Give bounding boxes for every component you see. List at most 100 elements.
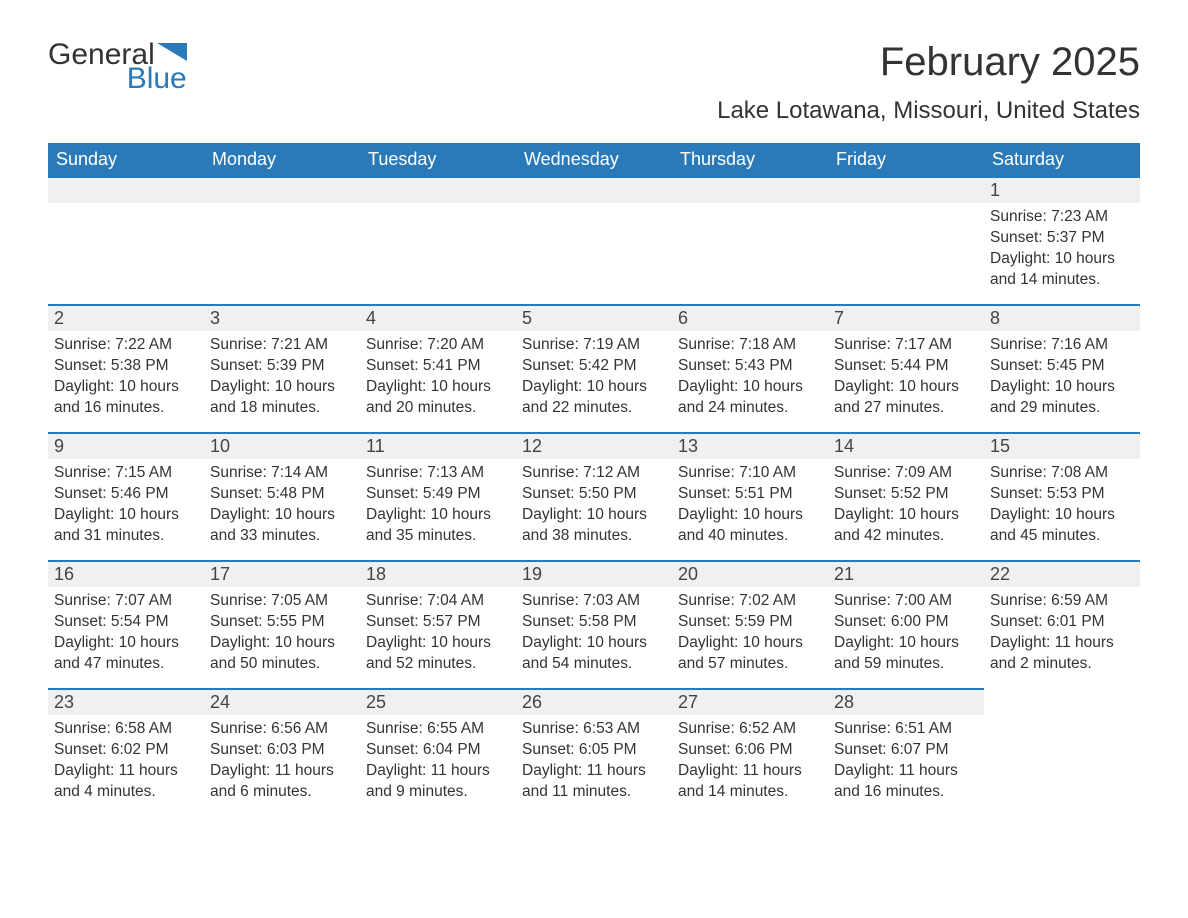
day-body: Sunrise: 7:16 AMSunset: 5:45 PMDaylight:… [984, 331, 1140, 427]
sunrise-text: Sunrise: 7:20 AM [366, 335, 510, 356]
daylight-text: Daylight: 11 hours and 11 minutes. [522, 761, 666, 803]
day-body: Sunrise: 7:02 AMSunset: 5:59 PMDaylight:… [672, 587, 828, 683]
day-number: 11 [360, 432, 516, 459]
calendar-cell: 5Sunrise: 7:19 AMSunset: 5:42 PMDaylight… [516, 304, 672, 432]
calendar-cell: 16Sunrise: 7:07 AMSunset: 5:54 PMDayligh… [48, 560, 204, 688]
daylight-text: Daylight: 10 hours and 31 minutes. [54, 505, 198, 547]
sunrise-text: Sunrise: 7:19 AM [522, 335, 666, 356]
daylight-text: Daylight: 10 hours and 14 minutes. [990, 249, 1134, 291]
daylight-text: Daylight: 10 hours and 33 minutes. [210, 505, 354, 547]
daylight-text: Daylight: 11 hours and 2 minutes. [990, 633, 1134, 675]
calendar-cell: 21Sunrise: 7:00 AMSunset: 6:00 PMDayligh… [828, 560, 984, 688]
sunrise-text: Sunrise: 6:53 AM [522, 719, 666, 740]
day-number: 13 [672, 432, 828, 459]
daylight-text: Daylight: 10 hours and 16 minutes. [54, 377, 198, 419]
sunset-text: Sunset: 5:45 PM [990, 356, 1134, 377]
sunrise-text: Sunrise: 7:08 AM [990, 463, 1134, 484]
day-number [828, 176, 984, 203]
day-body: Sunrise: 7:22 AMSunset: 5:38 PMDaylight:… [48, 331, 204, 427]
sunrise-text: Sunrise: 7:21 AM [210, 335, 354, 356]
daylight-text: Daylight: 10 hours and 52 minutes. [366, 633, 510, 675]
sunrise-text: Sunrise: 7:00 AM [834, 591, 978, 612]
sunrise-text: Sunrise: 7:03 AM [522, 591, 666, 612]
day-body [516, 203, 672, 215]
day-body: Sunrise: 7:14 AMSunset: 5:48 PMDaylight:… [204, 459, 360, 555]
sunrise-text: Sunrise: 7:22 AM [54, 335, 198, 356]
sunset-text: Sunset: 5:50 PM [522, 484, 666, 505]
daylight-text: Daylight: 10 hours and 35 minutes. [366, 505, 510, 547]
day-body: Sunrise: 7:03 AMSunset: 5:58 PMDaylight:… [516, 587, 672, 683]
daylight-text: Daylight: 10 hours and 45 minutes. [990, 505, 1134, 547]
sunset-text: Sunset: 5:48 PM [210, 484, 354, 505]
sunset-text: Sunset: 5:54 PM [54, 612, 198, 633]
sunrise-text: Sunrise: 7:04 AM [366, 591, 510, 612]
sunrise-text: Sunrise: 6:59 AM [990, 591, 1134, 612]
sunset-text: Sunset: 5:55 PM [210, 612, 354, 633]
sunset-text: Sunset: 6:04 PM [366, 740, 510, 761]
calendar-cell [828, 176, 984, 304]
weekday-header: Friday [828, 143, 984, 176]
sunrise-text: Sunrise: 7:18 AM [678, 335, 822, 356]
day-body: Sunrise: 6:51 AMSunset: 6:07 PMDaylight:… [828, 715, 984, 811]
calendar-cell: 9Sunrise: 7:15 AMSunset: 5:46 PMDaylight… [48, 432, 204, 560]
sunrise-text: Sunrise: 6:58 AM [54, 719, 198, 740]
daylight-text: Daylight: 10 hours and 38 minutes. [522, 505, 666, 547]
day-number: 23 [48, 688, 204, 715]
sunrise-text: Sunrise: 6:56 AM [210, 719, 354, 740]
calendar-cell: 13Sunrise: 7:10 AMSunset: 5:51 PMDayligh… [672, 432, 828, 560]
day-number: 12 [516, 432, 672, 459]
calendar-cell: 1Sunrise: 7:23 AMSunset: 5:37 PMDaylight… [984, 176, 1140, 304]
title-block: February 2025 Lake Lotawana, Missouri, U… [717, 40, 1140, 135]
sunrise-text: Sunrise: 6:55 AM [366, 719, 510, 740]
sunset-text: Sunset: 6:07 PM [834, 740, 978, 761]
calendar-cell: 10Sunrise: 7:14 AMSunset: 5:48 PMDayligh… [204, 432, 360, 560]
day-number: 21 [828, 560, 984, 587]
sunset-text: Sunset: 5:57 PM [366, 612, 510, 633]
day-body: Sunrise: 7:15 AMSunset: 5:46 PMDaylight:… [48, 459, 204, 555]
sunset-text: Sunset: 6:06 PM [678, 740, 822, 761]
calendar-cell: 3Sunrise: 7:21 AMSunset: 5:39 PMDaylight… [204, 304, 360, 432]
daylight-text: Daylight: 10 hours and 42 minutes. [834, 505, 978, 547]
calendar-cell: 17Sunrise: 7:05 AMSunset: 5:55 PMDayligh… [204, 560, 360, 688]
sunrise-text: Sunrise: 7:02 AM [678, 591, 822, 612]
day-body: Sunrise: 6:58 AMSunset: 6:02 PMDaylight:… [48, 715, 204, 811]
calendar-cell [516, 176, 672, 304]
weekday-header: Tuesday [360, 143, 516, 176]
day-body: Sunrise: 6:53 AMSunset: 6:05 PMDaylight:… [516, 715, 672, 811]
sunrise-text: Sunrise: 7:14 AM [210, 463, 354, 484]
day-number: 20 [672, 560, 828, 587]
calendar-cell: 20Sunrise: 7:02 AMSunset: 5:59 PMDayligh… [672, 560, 828, 688]
day-number: 16 [48, 560, 204, 587]
sunset-text: Sunset: 5:58 PM [522, 612, 666, 633]
day-body: Sunrise: 7:08 AMSunset: 5:53 PMDaylight:… [984, 459, 1140, 555]
page-header: General Blue February 2025 Lake Lotawana… [48, 40, 1140, 135]
day-number: 8 [984, 304, 1140, 331]
sunrise-text: Sunrise: 7:23 AM [990, 207, 1134, 228]
calendar-week-row: 2Sunrise: 7:22 AMSunset: 5:38 PMDaylight… [48, 304, 1140, 432]
weekday-header: Monday [204, 143, 360, 176]
weekday-header: Wednesday [516, 143, 672, 176]
daylight-text: Daylight: 10 hours and 18 minutes. [210, 377, 354, 419]
day-body: Sunrise: 7:12 AMSunset: 5:50 PMDaylight:… [516, 459, 672, 555]
day-body: Sunrise: 7:17 AMSunset: 5:44 PMDaylight:… [828, 331, 984, 427]
day-body: Sunrise: 7:20 AMSunset: 5:41 PMDaylight:… [360, 331, 516, 427]
sunrise-text: Sunrise: 7:05 AM [210, 591, 354, 612]
day-number [672, 176, 828, 203]
day-body: Sunrise: 7:18 AMSunset: 5:43 PMDaylight:… [672, 331, 828, 427]
calendar-cell [204, 176, 360, 304]
daylight-text: Daylight: 11 hours and 14 minutes. [678, 761, 822, 803]
calendar-cell: 26Sunrise: 6:53 AMSunset: 6:05 PMDayligh… [516, 688, 672, 816]
day-number: 10 [204, 432, 360, 459]
day-body: Sunrise: 6:52 AMSunset: 6:06 PMDaylight:… [672, 715, 828, 811]
sunset-text: Sunset: 5:42 PM [522, 356, 666, 377]
day-body [48, 203, 204, 215]
sunset-text: Sunset: 6:05 PM [522, 740, 666, 761]
sunrise-text: Sunrise: 7:17 AM [834, 335, 978, 356]
day-number: 25 [360, 688, 516, 715]
daylight-text: Daylight: 10 hours and 27 minutes. [834, 377, 978, 419]
sunrise-text: Sunrise: 7:10 AM [678, 463, 822, 484]
day-number: 19 [516, 560, 672, 587]
sunrise-text: Sunrise: 7:12 AM [522, 463, 666, 484]
day-body: Sunrise: 7:09 AMSunset: 5:52 PMDaylight:… [828, 459, 984, 555]
daylight-text: Daylight: 11 hours and 16 minutes. [834, 761, 978, 803]
